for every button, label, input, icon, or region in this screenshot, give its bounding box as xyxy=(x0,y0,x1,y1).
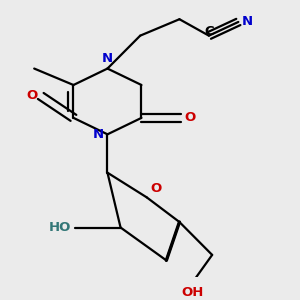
Text: C: C xyxy=(204,26,214,38)
Text: N: N xyxy=(92,128,104,141)
Text: N: N xyxy=(242,16,253,28)
Text: HO: HO xyxy=(49,221,71,234)
Text: O: O xyxy=(150,182,161,195)
Text: O: O xyxy=(184,111,195,124)
Text: O: O xyxy=(26,89,38,103)
Text: N: N xyxy=(102,52,113,65)
Text: OH: OH xyxy=(181,286,204,298)
